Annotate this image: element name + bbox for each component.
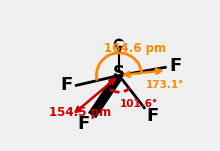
Text: 173.1°: 173.1°	[145, 80, 184, 90]
Text: F: F	[60, 76, 72, 94]
Text: 164.6 pm: 164.6 pm	[104, 42, 166, 55]
Text: 154.5 pm: 154.5 pm	[49, 106, 111, 119]
Polygon shape	[117, 48, 121, 54]
Text: 101.6°: 101.6°	[120, 99, 158, 109]
Text: F: F	[78, 115, 90, 133]
Text: F: F	[147, 107, 159, 125]
Circle shape	[115, 39, 124, 48]
Text: S: S	[113, 64, 125, 82]
Text: F: F	[170, 57, 182, 75]
